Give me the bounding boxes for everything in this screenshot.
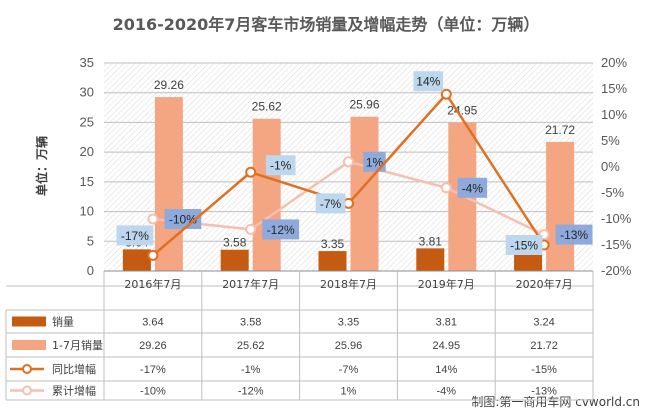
x-category-label: 2020年7月 [516, 277, 573, 291]
bar-sales [416, 248, 445, 271]
cumulative-growth-label: -13% [560, 228, 588, 242]
y2-tick-label: -5% [601, 185, 625, 200]
x-category-label: 2019年7月 [418, 277, 475, 291]
yoy-growth-label-box [413, 71, 444, 92]
table-cell: -13% [531, 386, 557, 398]
bar-sales [318, 251, 347, 271]
table-cell: 25.96 [335, 340, 363, 352]
cumulative-growth-point [440, 182, 452, 194]
cumulative-growth-label-box [262, 219, 300, 240]
yoy-growth-label: -7% [320, 197, 342, 211]
bar-cumulative-sales [350, 116, 379, 272]
cumulative-growth-label-box [555, 224, 593, 245]
y-tick-label: 20 [80, 144, 94, 159]
table-cell: 3.24 [533, 317, 554, 329]
y-tick-label: 15 [80, 174, 94, 189]
legend-key-marker [22, 364, 32, 374]
table-cell: 21.72 [530, 340, 558, 352]
y-tick-label: 0 [87, 263, 94, 278]
y2-tick-label: -20% [601, 263, 632, 278]
y2-tick-label: -10% [601, 211, 632, 226]
table-cell: -15% [531, 364, 557, 376]
x-category-label: 2018年7月 [320, 277, 377, 291]
legend-label: 累计增幅 [52, 384, 96, 398]
legend-label: 同比增幅 [52, 362, 96, 376]
yoy-growth-label-box [315, 193, 346, 214]
bar-sales-label: 3.35 [321, 237, 345, 251]
bar-cumulative-sales [252, 118, 281, 271]
legend-key-marker [22, 385, 32, 396]
table-cell: -12% [238, 386, 264, 398]
yoy-growth-label-box [116, 225, 154, 246]
cumulative-growth-label: -12% [267, 223, 295, 237]
table-cell: 3.58 [240, 317, 261, 329]
cumulative-growth-point [245, 223, 257, 235]
yoy-growth-point [343, 197, 354, 209]
y-tick-label: 35 [80, 55, 94, 70]
cumulative-growth-point [343, 156, 354, 168]
x-category-label: 2016年7月 [124, 277, 181, 291]
y-tick-label: 30 [80, 85, 94, 100]
table-cell: -7% [339, 364, 359, 376]
bar-cumulative-sales [546, 141, 575, 271]
yoy-growth-label: -15% [510, 239, 538, 253]
y2-tick-label: -15% [601, 237, 632, 252]
yoy-growth-label-box [265, 155, 296, 176]
yoy-growth-label: 14% [416, 75, 440, 89]
y2-tick-label: 20% [601, 55, 627, 70]
y-tick-label: 25 [80, 114, 94, 129]
legend-key-bar [12, 340, 46, 350]
table-cell: -10% [140, 386, 166, 398]
bar-cumulative-sales-label: 29.26 [154, 78, 184, 92]
legend-label: 销量 [52, 315, 74, 329]
table-cell: 3.81 [436, 317, 457, 329]
bar-sales [514, 251, 543, 271]
legend-label: 1-7月销量 [52, 338, 103, 352]
table-cell: 1% [341, 386, 357, 398]
legend-key-bar [12, 316, 46, 327]
table-cell: 29.26 [139, 340, 167, 352]
x-category-label: 2017年7月 [222, 277, 279, 291]
yoy-growth-point [440, 88, 452, 100]
cumulative-growth-label-box [164, 209, 202, 229]
watermark: 制图:第一商用车网 cvworld.cn [471, 394, 640, 409]
cumulative-growth-label: 1% [366, 155, 384, 169]
y-tick-label: 10 [80, 204, 94, 219]
cumulative-growth-label: -4% [462, 181, 484, 195]
table-cell: 25.62 [237, 340, 265, 352]
cumulative-growth-label: -10% [169, 213, 197, 227]
y2-tick-label: 15% [601, 81, 627, 96]
bar-sales [220, 249, 249, 271]
bar-sales-label: 3.81 [419, 234, 443, 248]
y-tick-label: 5 [87, 233, 94, 248]
table-cell: 3.64 [142, 317, 163, 329]
table-cell: 14% [435, 364, 457, 376]
cumulative-growth-label-box [457, 177, 488, 198]
bar-cumulative-sales-label: 24.95 [447, 104, 477, 118]
y2-tick-label: 5% [601, 133, 620, 148]
bar-sales [122, 249, 151, 271]
y2-tick-label: 10% [601, 107, 627, 122]
yoy-growth-point [245, 166, 257, 178]
y2-tick-label: 0% [601, 159, 620, 174]
bar-cumulative-sales-label: 21.72 [545, 123, 575, 137]
yoy-growth-label-box [505, 235, 543, 255]
yoy-growth-label: -1% [270, 159, 292, 173]
bar-cumulative-sales-label: 25.96 [349, 98, 379, 112]
table-cell: 24.95 [433, 340, 461, 352]
bar-cumulative-sales [154, 97, 183, 271]
bar-sales-label: 3.58 [223, 236, 247, 250]
table-cell: -4% [437, 386, 457, 398]
cumulative-growth-point [147, 213, 159, 225]
yoy-growth-point [147, 249, 159, 261]
y-axis-label: 单位：万辆 [34, 136, 49, 196]
chart-title: 2016-2020年7月客车市场销量及增幅走势（单位：万辆） [113, 15, 540, 34]
yoy-growth-label: -17% [121, 229, 149, 243]
table-cell: -1% [241, 364, 261, 376]
bar-cumulative-sales-label: 25.62 [252, 100, 282, 114]
table-cell: -17% [140, 364, 166, 376]
table-cell: 3.35 [338, 317, 359, 329]
